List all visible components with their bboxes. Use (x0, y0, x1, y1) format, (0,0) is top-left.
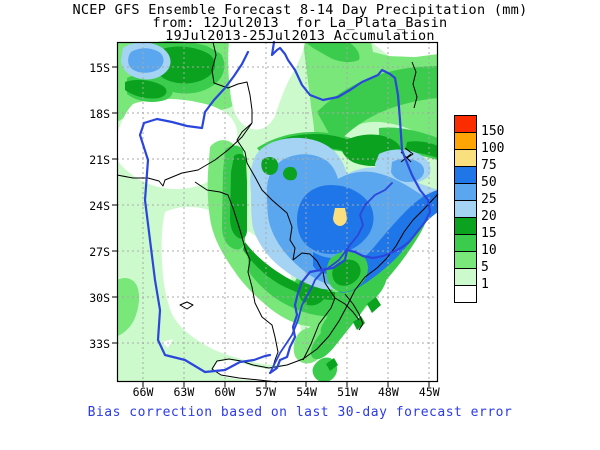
legend-swatch-3 (454, 166, 477, 184)
lat-label-15S: 15S (89, 61, 110, 75)
lon-label-57W: 57W (255, 385, 277, 399)
legend-swatch-7 (454, 234, 477, 252)
lat-label-30S: 30S (89, 291, 110, 305)
legend-value-5: 5 (481, 260, 489, 275)
lon-label-54W: 54W (296, 385, 317, 399)
legend-value-20: 20 (481, 209, 497, 224)
precipitation-map (112, 40, 439, 387)
graticule-grid (117, 42, 438, 382)
legend-value-15: 15 (481, 226, 497, 241)
legend-value-10: 10 (481, 243, 497, 258)
legend-swatch-9 (454, 268, 477, 286)
lon-label-63W: 63W (173, 385, 195, 399)
legend-swatch-1 (454, 132, 477, 150)
legend-swatch-8 (454, 251, 477, 269)
lat-label-33S: 33S (89, 337, 110, 351)
precip-colorbar-legend: 150 100 75 50 25 20 15 10 5 1 (454, 115, 514, 303)
legend-swatch-4 (454, 183, 477, 201)
lat-label-18S: 18S (89, 107, 110, 121)
legend-swatch-5 (454, 200, 477, 218)
lon-label-51W: 51W (337, 385, 358, 399)
legend-value-150: 150 (481, 124, 505, 139)
lon-label-45W: 45W (418, 385, 440, 399)
plot-subtitle-from: from: 12Jul2013 for La_Plata_Basin (152, 15, 448, 31)
bias-correction-caption: Bias correction based on last 30-day for… (87, 405, 513, 420)
lon-label-48W: 48W (378, 385, 399, 399)
lon-label-60W: 60W (214, 385, 236, 399)
lon-label-66W: 66W (132, 385, 154, 399)
legend-value-50: 50 (481, 175, 497, 190)
lat-label-27S: 27S (89, 245, 110, 259)
legend-value-75: 75 (481, 158, 497, 173)
legend-swatch-10 (454, 285, 477, 303)
legend-swatch-6 (454, 217, 477, 235)
country-borders (116, 41, 439, 383)
legend-swatch-0 (454, 115, 477, 133)
map-frame (116, 41, 439, 383)
axis-ticks (112, 66, 430, 387)
river-lines (138, 40, 432, 375)
lat-label-21S: 21S (89, 153, 110, 167)
plot-subtitle-period: 19Jul2013-25Jul2013 Accumulation (165, 28, 435, 44)
lat-label-24S: 24S (89, 199, 110, 213)
legend-swatch-2 (454, 149, 477, 167)
legend-value-1: 1 (481, 277, 489, 292)
precip-fill-layers (117, 41, 438, 383)
legend-value-100: 100 (481, 141, 505, 156)
legend-value-25: 25 (481, 192, 497, 207)
plot-title: NCEP GFS Ensemble Forecast 8-14 Day Prec… (72, 2, 528, 18)
